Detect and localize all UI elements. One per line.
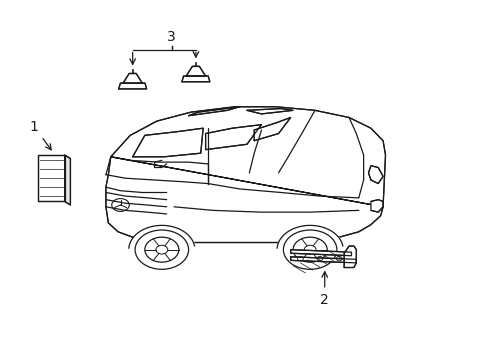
Circle shape <box>292 237 326 262</box>
Text: 3: 3 <box>167 30 176 44</box>
Polygon shape <box>188 107 239 116</box>
Polygon shape <box>254 117 290 141</box>
Circle shape <box>304 245 315 254</box>
Polygon shape <box>370 200 382 212</box>
Polygon shape <box>38 155 64 202</box>
Circle shape <box>156 245 167 254</box>
Polygon shape <box>186 66 205 76</box>
Polygon shape <box>119 83 146 89</box>
Circle shape <box>135 230 188 269</box>
Polygon shape <box>123 73 142 83</box>
Text: 1: 1 <box>30 120 51 150</box>
Polygon shape <box>368 166 382 184</box>
Polygon shape <box>106 107 385 243</box>
Polygon shape <box>132 128 203 157</box>
Text: 2: 2 <box>320 272 328 306</box>
Circle shape <box>283 230 336 269</box>
Polygon shape <box>290 249 351 256</box>
Polygon shape <box>64 155 70 205</box>
Polygon shape <box>290 257 356 263</box>
Circle shape <box>144 237 179 262</box>
Polygon shape <box>246 109 292 114</box>
Polygon shape <box>182 76 209 82</box>
Polygon shape <box>344 246 356 267</box>
Polygon shape <box>205 125 261 150</box>
